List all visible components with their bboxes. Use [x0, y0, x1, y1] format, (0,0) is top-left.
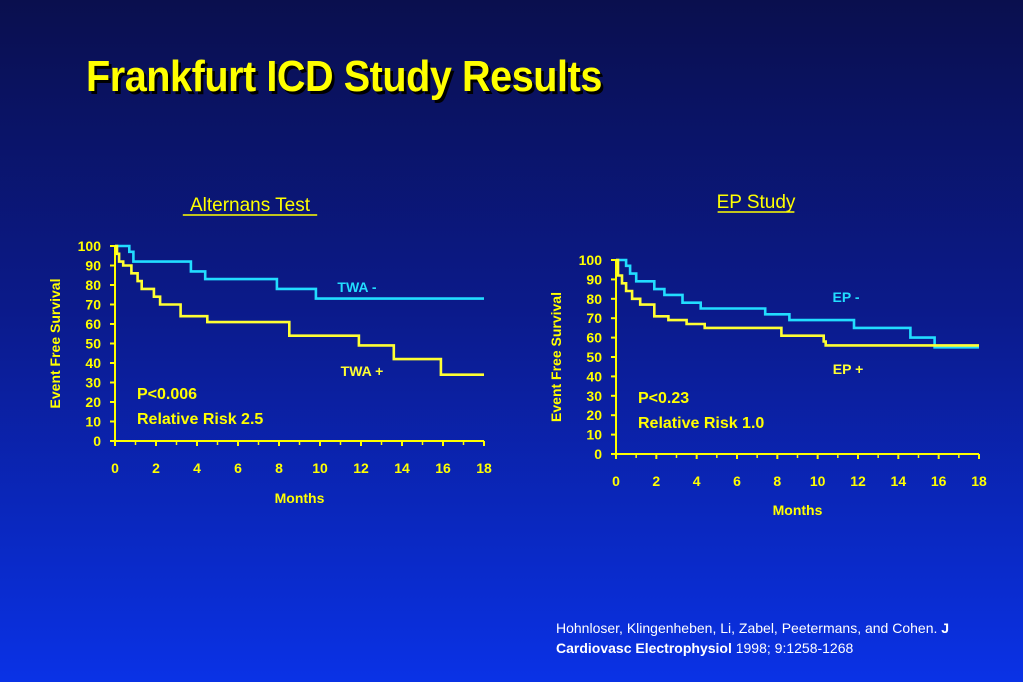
y-tick-label: 30	[586, 388, 602, 404]
x-tick-label: 4	[693, 473, 701, 489]
series-line-negative	[115, 244, 484, 300]
x-tick-label: 18	[476, 460, 492, 476]
y-tick-label: 80	[85, 277, 101, 293]
chart-title: Alternans Test	[190, 195, 311, 216]
y-tick-label: 40	[85, 355, 101, 371]
series-label: TWA +	[341, 363, 384, 379]
citation-journal: J Cardiovasc Electrophysiol	[556, 620, 950, 656]
y-tick-label: 70	[586, 310, 602, 326]
stat-annotation: Relative Risk 1.0	[638, 415, 764, 432]
chart-title: EP Study	[717, 192, 796, 213]
y-tick-label: 90	[586, 271, 602, 287]
x-tick-label: 12	[850, 473, 866, 489]
x-tick-label: 10	[810, 473, 826, 489]
y-tick-label: 80	[586, 291, 602, 307]
y-tick-label: 50	[586, 349, 602, 365]
citation: Hohnloser, Klingenheben, Li, Zabel, Peet…	[556, 618, 996, 658]
series-label: EP +	[833, 361, 864, 377]
y-tick-label: 40	[586, 368, 602, 384]
y-axis-label: Event Free Survival	[47, 279, 63, 409]
y-tick-label: 60	[85, 316, 101, 332]
series-label: EP -	[833, 289, 860, 305]
series-line-positive	[115, 244, 484, 376]
y-tick-label: 70	[85, 297, 101, 313]
x-tick-label: 16	[435, 460, 451, 476]
chart-ep-study: EP Study 0 2 4 6 8 10 12 14 16 18 0 10 20 30 40 50 60 70 80…	[548, 192, 987, 518]
y-tick-label: 0	[93, 433, 101, 449]
y-tick-label: 100	[78, 238, 102, 254]
citation-authors: Hohnloser, Klingenheben, Li, Zabel, Peet…	[556, 620, 938, 636]
x-tick-label: 6	[733, 473, 741, 489]
x-tick-label: 2	[652, 473, 660, 489]
x-tick-label: 14	[891, 473, 907, 489]
stat-annotation: Relative Risk 2.5	[137, 411, 263, 428]
x-axis-label: Months	[275, 490, 325, 506]
y-tick-label: 20	[85, 394, 101, 410]
y-tick-label: 50	[85, 336, 101, 352]
stat-annotation: P<0.23	[638, 390, 689, 407]
chart-alternans: Alternans Test 0 2 4 6 8 10 12 14 16 18 0 10 20 30 40 50…	[47, 195, 492, 506]
citation-ref: 1998; 9:1258-1268	[735, 640, 854, 656]
series-label: TWA -	[337, 279, 376, 295]
x-tick-label: 0	[612, 473, 620, 489]
x-tick-label: 10	[312, 460, 328, 476]
x-tick-label: 14	[394, 460, 410, 476]
x-tick-label: 8	[275, 460, 283, 476]
x-tick-label: 8	[773, 473, 781, 489]
x-axis-label: Months	[773, 502, 823, 518]
slide-title: Frankfurt ICD Study Results	[86, 52, 602, 101]
x-tick-label: 6	[234, 460, 242, 476]
y-tick-label: 10	[586, 427, 602, 443]
x-tick-label: 2	[152, 460, 160, 476]
y-tick-label: 0	[594, 446, 602, 462]
series-line-negative	[616, 258, 979, 349]
series-line-positive	[616, 258, 979, 347]
x-tick-label: 16	[931, 473, 947, 489]
y-axis-label: Event Free Survival	[548, 292, 564, 422]
y-tick-label: 10	[85, 414, 101, 430]
y-tick-label: 90	[85, 258, 101, 274]
stat-annotation: P<0.006	[137, 386, 197, 403]
x-tick-label: 18	[971, 473, 987, 489]
x-tick-label: 0	[111, 460, 119, 476]
y-tick-label: 100	[579, 252, 603, 268]
y-tick-label: 20	[586, 407, 602, 423]
x-tick-label: 4	[193, 460, 201, 476]
y-tick-label: 60	[586, 330, 602, 346]
y-tick-label: 30	[85, 375, 101, 391]
x-tick-label: 12	[353, 460, 369, 476]
